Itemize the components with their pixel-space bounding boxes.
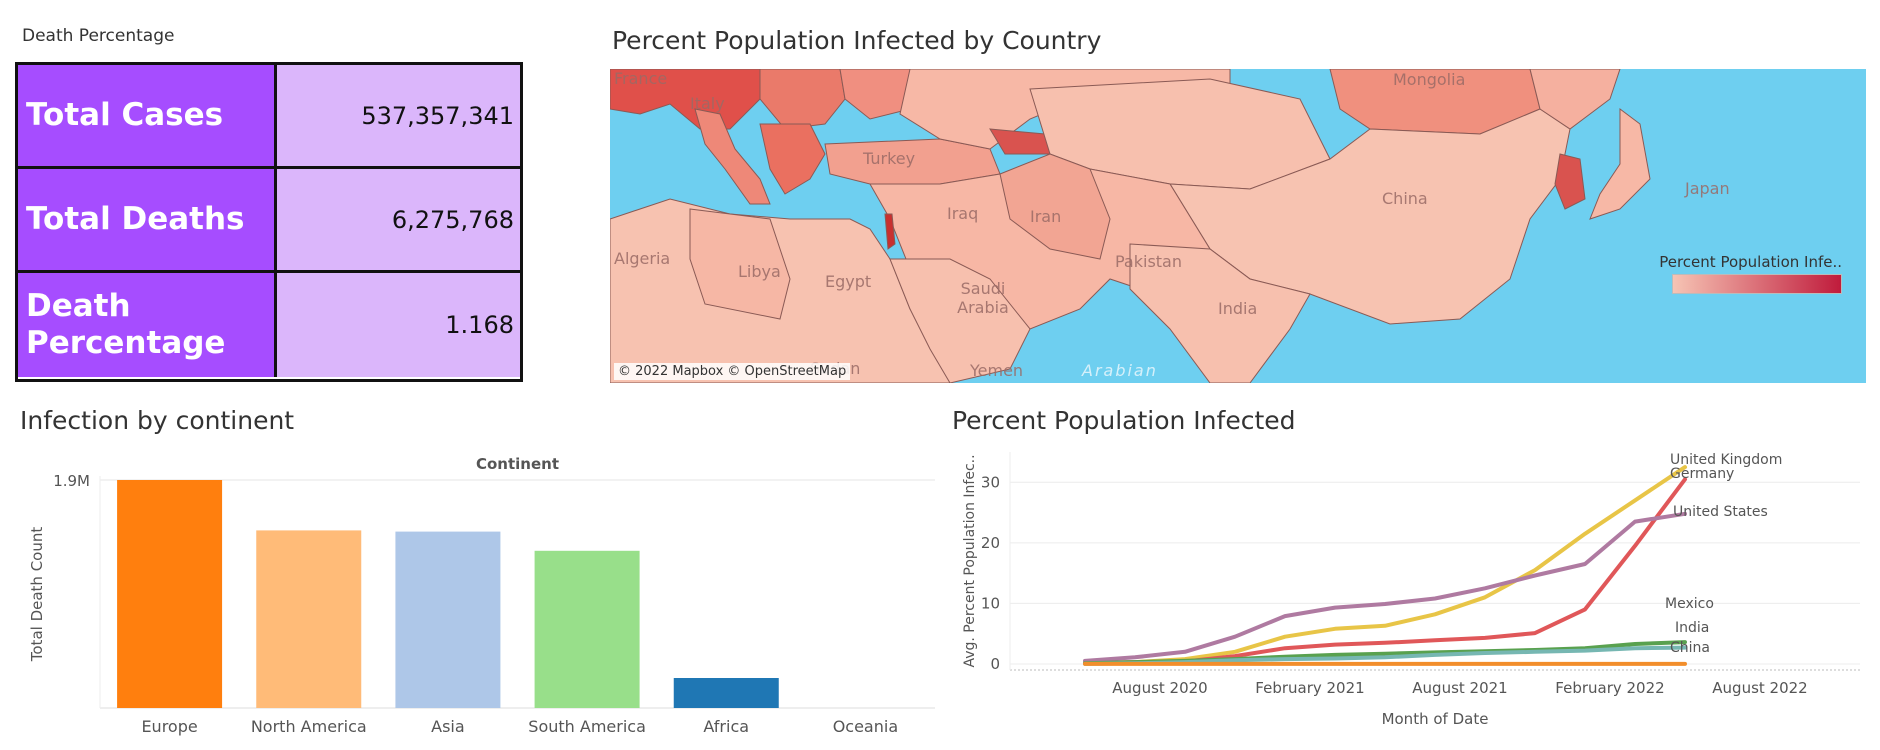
country-label: Yemen <box>970 361 1024 380</box>
map-attribution[interactable]: © 2022 Mapbox © OpenStreetMap <box>614 363 851 380</box>
series-line-united-kingdom <box>1083 465 1687 666</box>
kpi-row-total-deaths[interactable]: Total Deaths 6,275,768 <box>18 169 520 273</box>
country-label: France <box>614 69 668 88</box>
kpi-value: 537,357,341 <box>277 65 520 166</box>
country-label: Iran <box>1030 207 1062 226</box>
kpi-title: Death Percentage <box>22 26 175 46</box>
kpi-table: Total Cases 537,357,341 Total Deaths 6,2… <box>15 62 523 382</box>
line-x-tick: February 2021 <box>1255 679 1364 697</box>
legend-title: Percent Population Infe.. <box>1659 253 1842 271</box>
series-label: China <box>1670 640 1710 656</box>
country-label: Libya <box>738 262 781 281</box>
bar-chart-title: Infection by continent <box>20 406 295 435</box>
legend-color-ramp <box>1672 274 1842 294</box>
series-line-united-states <box>1083 511 1687 663</box>
bar-category-label: South America <box>528 717 646 736</box>
kpi-label: Total Cases <box>18 65 277 166</box>
kpi-row-death-percentage[interactable]: Death Percentage 1.168 <box>18 273 520 377</box>
country-label: Japan <box>1685 179 1730 198</box>
kpi-value: 6,275,768 <box>277 169 520 270</box>
sea-label: Arabian <box>1082 361 1158 380</box>
line-y-axis-label: Avg. Percent Population Infec.. <box>962 454 978 667</box>
bar-legend-title: Continent <box>476 455 559 473</box>
country-label: Turkey <box>863 149 916 168</box>
country-label: Saudi Arabia <box>957 279 1009 317</box>
bar-y-tick: 1.9M <box>53 472 90 490</box>
bar-y-axis-label: Total Death Count <box>28 527 46 663</box>
bar-chart: Continent 1.9M Total Death Count Europe Nort… <box>28 455 935 736</box>
line-x-tick: August 2021 <box>1412 679 1507 697</box>
line-y-tick: 0 <box>990 655 1000 673</box>
country-label: Mongolia <box>1393 70 1466 89</box>
series-label: United Kingdom <box>1670 452 1782 468</box>
line-y-tick: 10 <box>981 594 1000 612</box>
series-line-germany <box>1083 477 1687 665</box>
bar-south-america <box>534 550 640 708</box>
bar-category-label: North America <box>251 717 367 736</box>
line-x-tick: August 2020 <box>1112 679 1207 697</box>
country-label: Iraq <box>947 204 979 223</box>
map-title: Percent Population Infected by Country <box>612 26 1102 55</box>
bar-category-label: Africa <box>703 717 749 736</box>
series-label: Mexico <box>1665 596 1714 612</box>
country-label: Algeria <box>614 249 671 268</box>
country-label: Pakistan <box>1115 252 1182 271</box>
country-label: Italy <box>690 94 725 113</box>
line-x-axis-label: Month of Date <box>1382 710 1489 728</box>
bar-asia <box>395 531 501 708</box>
line-y-tick: 30 <box>981 473 1000 491</box>
kpi-row-total-cases[interactable]: Total Cases 537,357,341 <box>18 65 520 169</box>
bar-category-label: Europe <box>141 717 197 736</box>
kpi-label: Total Deaths <box>18 169 277 270</box>
line-x-tick: February 2022 <box>1555 679 1664 697</box>
series-label: India <box>1675 620 1709 636</box>
country-label: China <box>1382 189 1428 208</box>
map-land <box>610 69 1651 383</box>
line-x-tick: August 2022 <box>1712 679 1807 697</box>
kpi-value: 1.168 <box>277 273 520 377</box>
line-chart-title: Percent Population Infected <box>952 406 1296 435</box>
choropleth-map[interactable]: France Italy Mongolia Turkey China Iraq … <box>610 69 1866 383</box>
bar-africa <box>673 678 779 708</box>
bar-category-label: Asia <box>431 717 465 736</box>
bar-category-label: Oceania <box>833 717 898 736</box>
country-label: India <box>1218 299 1258 318</box>
bar-north-america <box>256 530 362 708</box>
bar-europe <box>117 480 223 708</box>
series-label: United States <box>1673 504 1768 520</box>
series-line-india <box>1083 645 1687 666</box>
series-label: Germany <box>1670 466 1734 482</box>
line-y-tick: 20 <box>981 534 1000 552</box>
kpi-label: Death Percentage <box>18 273 277 377</box>
country-label: Egypt <box>825 272 872 291</box>
